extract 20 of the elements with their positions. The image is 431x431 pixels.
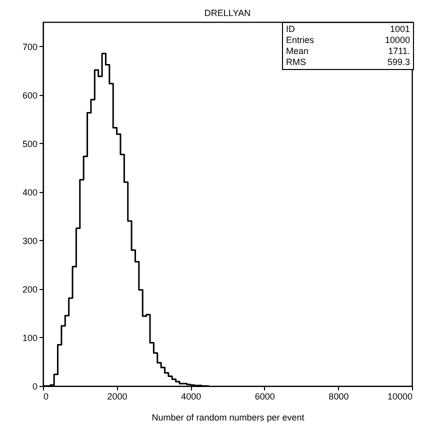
- x-tick-label: 0: [44, 392, 49, 402]
- text: ID 1001: [286, 24, 410, 34]
- y-tick-label: 500: [22, 138, 38, 149]
- text: RMS 599.3: [286, 57, 410, 67]
- y-tick-label: 600: [22, 90, 38, 100]
- x-tick-label: 4000: [181, 392, 202, 402]
- x-tick-label: 6000: [254, 392, 275, 402]
- x-tick-label: 10000: [387, 392, 412, 402]
- x-tick-label: 2000: [107, 392, 128, 402]
- x-axis-title: Number of random numbers per event: [152, 412, 305, 422]
- y-tick-label: 200: [22, 284, 38, 294]
- y-tick-label: 700: [22, 42, 38, 52]
- y-tick-label: 300: [22, 236, 38, 246]
- text: Mean 1711.: [286, 46, 410, 56]
- chart-title: DRELLYAN: [204, 8, 251, 18]
- y-tick-label: 0: [32, 382, 38, 392]
- y-tick-label: 400: [22, 187, 38, 198]
- x-tick-label: 8000: [328, 392, 349, 402]
- text: Entries 10000: [286, 35, 410, 45]
- y-tick-label: 100: [22, 332, 38, 343]
